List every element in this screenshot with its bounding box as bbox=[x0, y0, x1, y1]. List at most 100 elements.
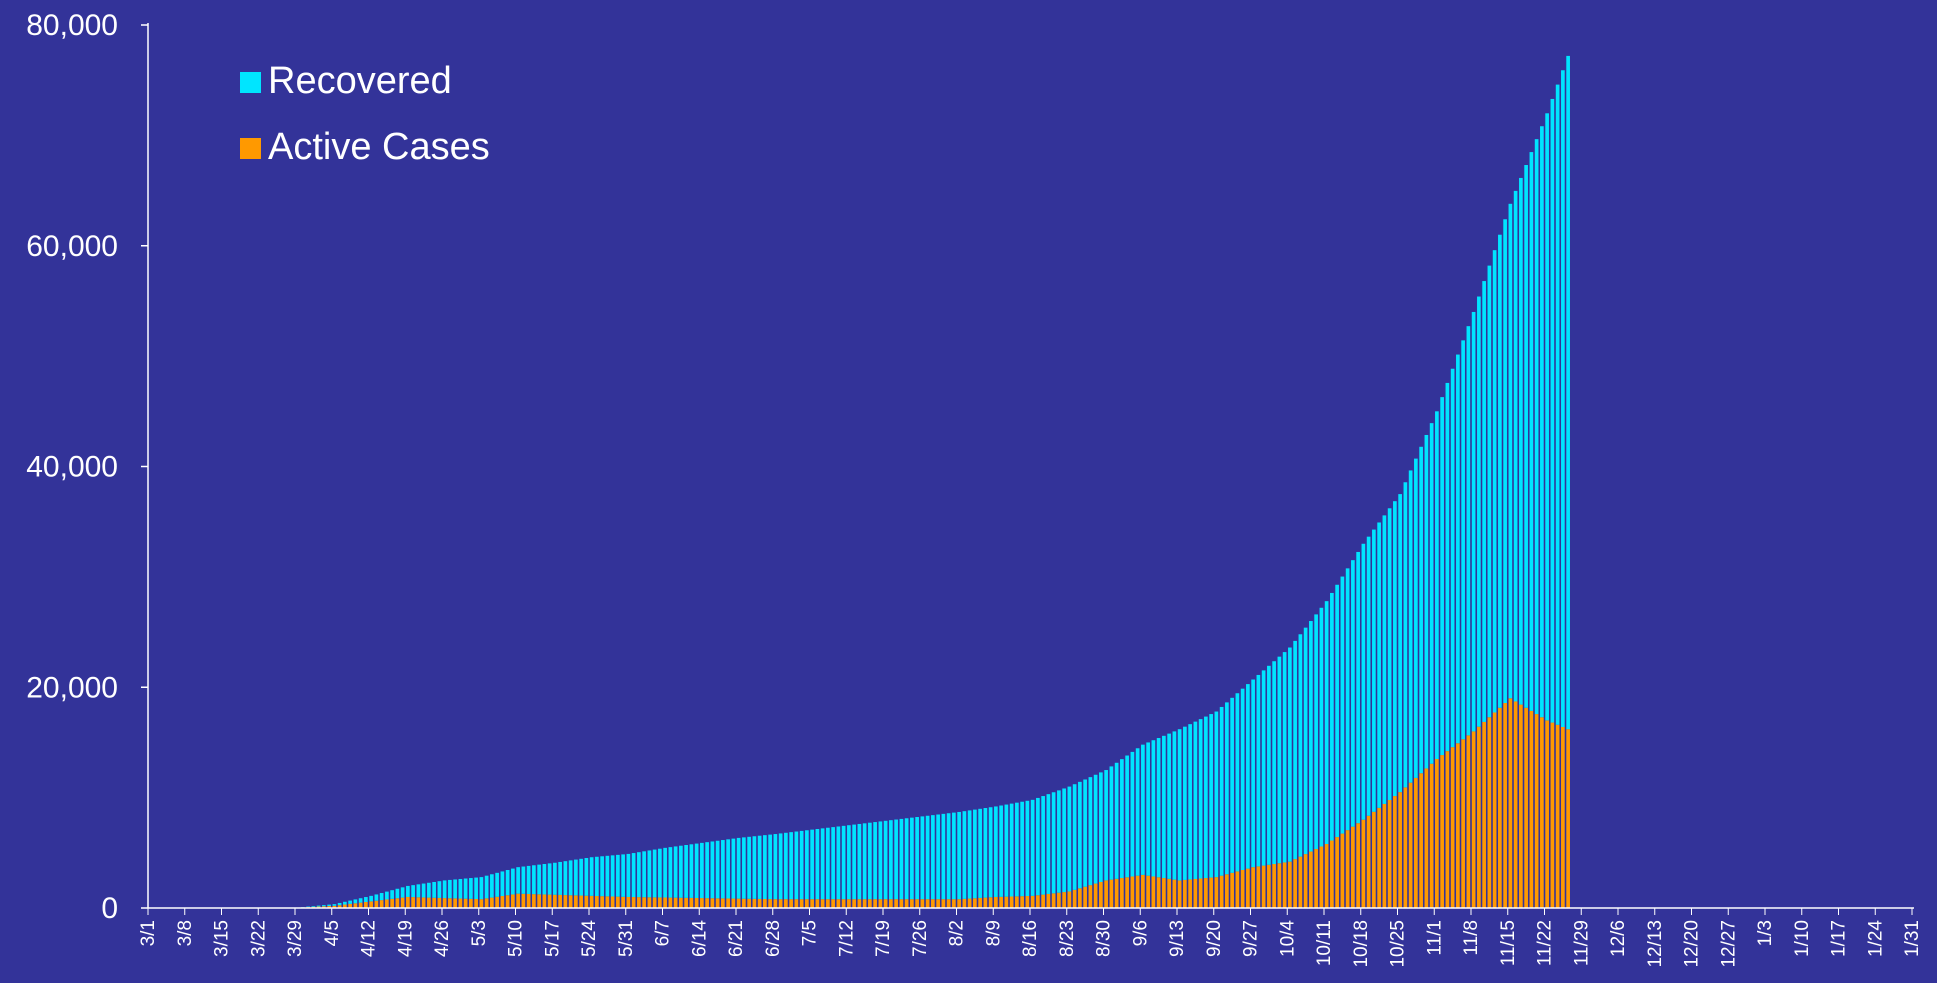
active-cases-bar bbox=[1120, 878, 1124, 908]
active-cases-bar bbox=[1461, 739, 1465, 908]
x-tick-label: 7/26 bbox=[910, 920, 931, 957]
active-cases-bar bbox=[674, 898, 678, 908]
recovered-bar bbox=[1293, 641, 1297, 859]
active-cases-bar bbox=[459, 899, 463, 908]
active-cases-bar bbox=[464, 899, 468, 908]
x-tick-label: 9/6 bbox=[1130, 920, 1151, 946]
x-tick-label: 3/1 bbox=[138, 920, 159, 946]
active-cases-bar bbox=[894, 899, 898, 908]
recovered-bar bbox=[448, 880, 452, 898]
recovered-bar bbox=[1472, 312, 1476, 731]
active-cases-bar bbox=[1167, 879, 1171, 908]
active-cases-bar bbox=[1220, 876, 1224, 908]
recovered-bar bbox=[1435, 411, 1439, 759]
recovered-bar bbox=[1535, 139, 1539, 714]
active-cases-bar bbox=[1267, 865, 1271, 908]
active-cases-bar bbox=[522, 894, 526, 908]
recovered-bar bbox=[900, 819, 904, 899]
active-cases-bar bbox=[1036, 895, 1040, 908]
active-cases-bar bbox=[989, 897, 993, 908]
recovered-bar bbox=[1141, 745, 1145, 875]
active-cases-bar bbox=[1304, 854, 1308, 908]
recovered-bar bbox=[1566, 56, 1570, 729]
active-cases-bar bbox=[690, 898, 694, 908]
x-tick-label: 12/20 bbox=[1682, 920, 1703, 968]
recovered-bar bbox=[826, 828, 830, 899]
active-cases-bar bbox=[968, 899, 972, 908]
active-cases-bar bbox=[543, 894, 547, 908]
active-cases-bar bbox=[548, 895, 552, 908]
active-cases-bar bbox=[1272, 864, 1276, 908]
active-cases-bar bbox=[485, 898, 489, 908]
recovered-bar bbox=[978, 809, 982, 898]
x-tick-label: 1/10 bbox=[1792, 920, 1813, 957]
recovered-bar bbox=[1125, 756, 1129, 878]
recovered-bar bbox=[1503, 219, 1507, 703]
active-cases-bar bbox=[590, 896, 594, 908]
active-cases-bar bbox=[516, 894, 520, 908]
active-cases-bar bbox=[621, 897, 625, 908]
recovered-bar bbox=[1398, 494, 1402, 792]
recovered-bar bbox=[564, 861, 568, 895]
recovered-bar bbox=[747, 837, 751, 899]
recovered-bar bbox=[1372, 530, 1376, 812]
recovered-bar bbox=[679, 846, 683, 898]
active-cases-bar bbox=[574, 895, 578, 908]
x-tick-label: 3/29 bbox=[285, 920, 306, 957]
active-cases-bar bbox=[868, 899, 872, 908]
recovered-bar bbox=[1136, 748, 1140, 875]
legend-swatch bbox=[240, 72, 261, 93]
active-cases-bar bbox=[684, 898, 688, 908]
active-cases-bar bbox=[453, 898, 457, 908]
recovered-bar bbox=[1152, 740, 1156, 876]
recovered-bar bbox=[1073, 784, 1077, 890]
active-cases-bar bbox=[789, 899, 793, 908]
active-cases-bar bbox=[1509, 698, 1513, 908]
x-tick-label: 11/15 bbox=[1498, 920, 1519, 966]
active-cases-bar bbox=[1131, 876, 1135, 908]
recovered-bar bbox=[768, 835, 772, 899]
active-cases-bar bbox=[1383, 804, 1387, 908]
recovered-bar bbox=[774, 834, 778, 899]
active-cases-bar bbox=[1073, 890, 1077, 908]
active-cases-bar bbox=[1409, 783, 1413, 908]
active-cases-bar bbox=[1104, 880, 1108, 908]
x-tick-label: 6/28 bbox=[763, 920, 784, 957]
x-tick-label: 4/5 bbox=[322, 920, 343, 946]
recovered-bar bbox=[1104, 770, 1108, 880]
recovered-bar bbox=[1540, 126, 1544, 717]
recovered-bar bbox=[359, 898, 363, 902]
recovered-bar bbox=[343, 902, 347, 905]
recovered-bar bbox=[579, 859, 583, 896]
recovered-bar bbox=[595, 857, 599, 896]
x-tick-label: 10/4 bbox=[1277, 920, 1298, 957]
active-cases-bar bbox=[1152, 876, 1156, 908]
active-cases-bar bbox=[369, 901, 373, 908]
recovered-bar bbox=[485, 876, 489, 899]
active-cases-bar bbox=[1204, 878, 1208, 908]
active-cases-bar bbox=[501, 896, 505, 908]
recovered-bar bbox=[858, 824, 862, 899]
active-cases-bar bbox=[737, 899, 741, 908]
active-cases-bar bbox=[711, 898, 715, 908]
active-cases-bar bbox=[1398, 792, 1402, 908]
recovered-bar bbox=[721, 840, 725, 898]
active-cases-bar bbox=[1225, 874, 1229, 908]
active-cases-bar bbox=[879, 899, 883, 908]
legend-label: Recovered bbox=[268, 60, 452, 102]
recovered-bar bbox=[1488, 266, 1492, 718]
y-tick-label: 80,000 bbox=[26, 9, 118, 42]
x-tick-label: 7/5 bbox=[800, 920, 821, 946]
active-cases-bar bbox=[1183, 880, 1187, 908]
active-cases-bar bbox=[1320, 847, 1324, 908]
active-cases-bar bbox=[1031, 896, 1035, 908]
recovered-bar bbox=[842, 826, 846, 899]
recovered-bar bbox=[805, 830, 809, 899]
active-cases-bar bbox=[1325, 844, 1329, 908]
active-cases-bar bbox=[411, 897, 415, 908]
active-cases-bar bbox=[438, 898, 442, 908]
active-cases-bar bbox=[1215, 877, 1219, 908]
recovered-bar bbox=[1209, 714, 1213, 878]
recovered-bar bbox=[1120, 759, 1124, 878]
